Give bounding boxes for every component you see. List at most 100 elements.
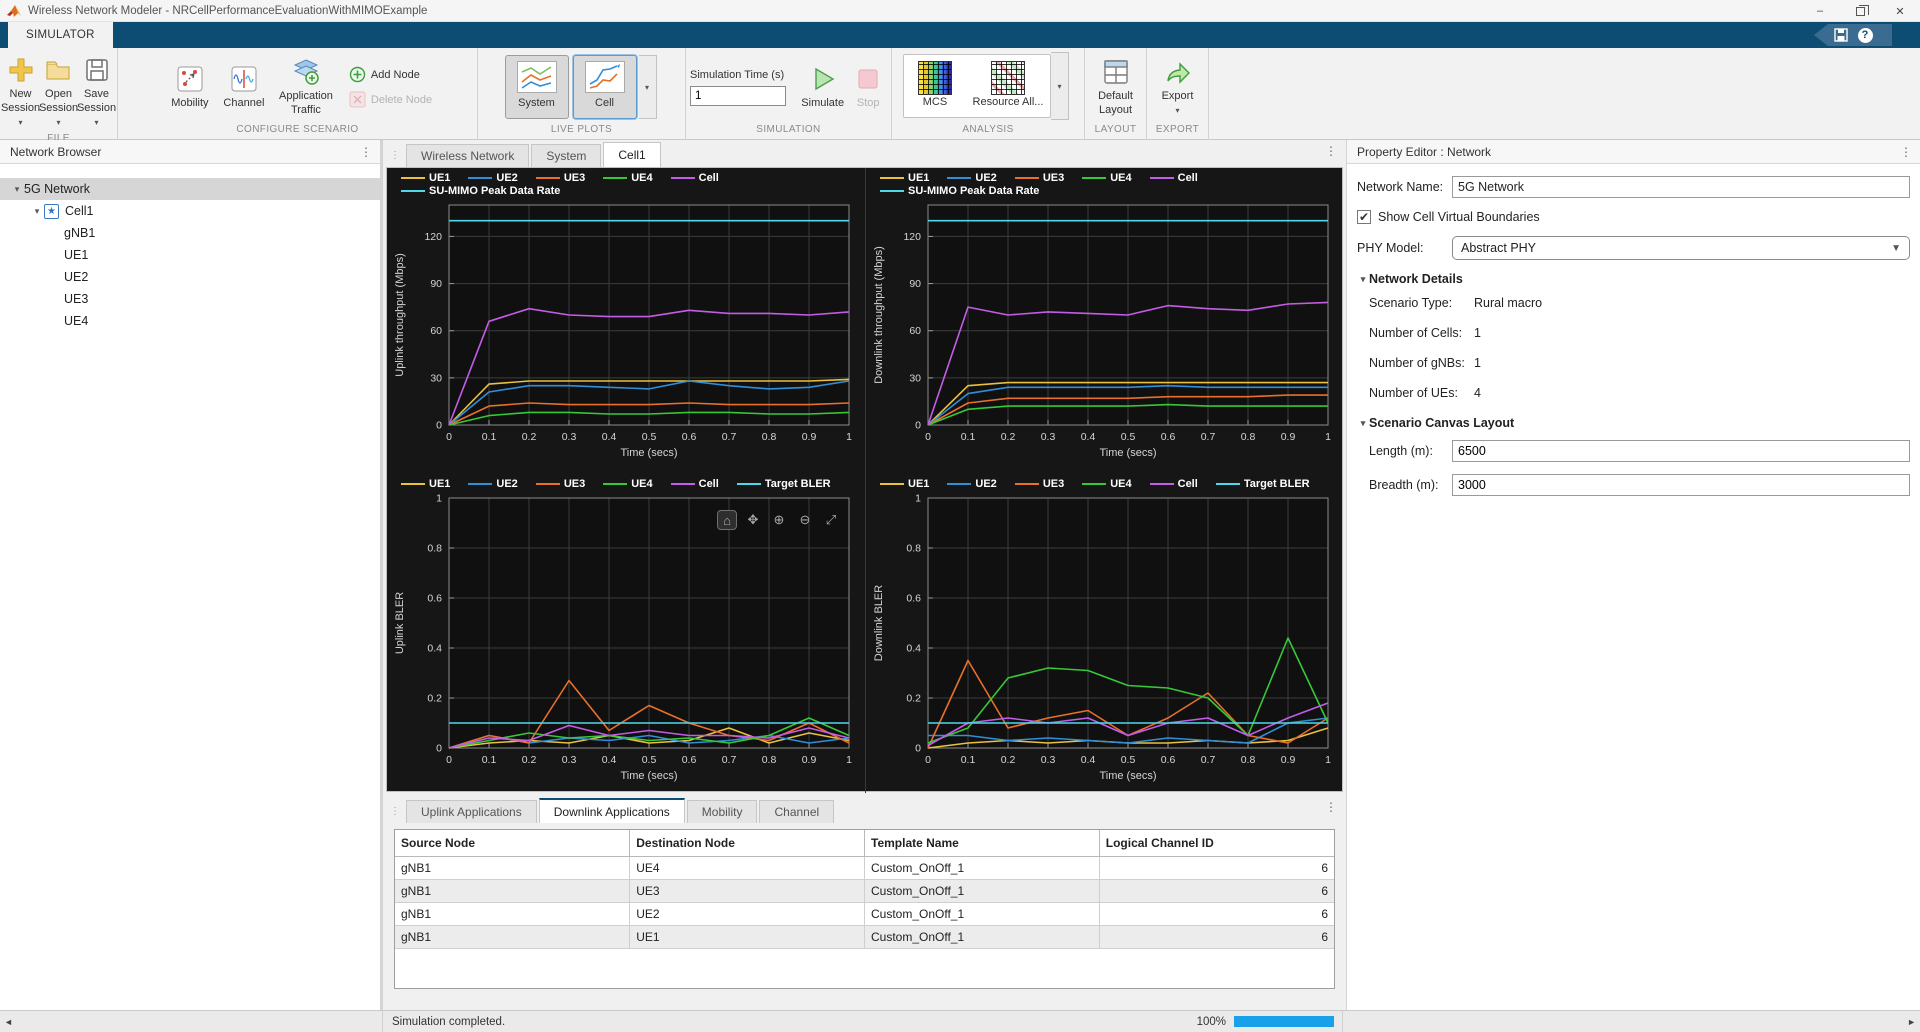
tab-system[interactable]: System	[531, 144, 602, 167]
application-tabs-options-icon[interactable]: ⋮	[1325, 800, 1337, 814]
tab-mobility[interactable]: Mobility	[686, 800, 758, 823]
plot-tabs-options-icon[interactable]: ⋮	[1325, 144, 1337, 158]
default-layout-button[interactable]: Default Layout	[1089, 52, 1142, 122]
pan-icon[interactable]: ✥	[747, 512, 759, 527]
scroll-left-icon[interactable]: ◄	[4, 1016, 13, 1027]
property-editor-options-icon[interactable]: ⋮	[1900, 144, 1912, 159]
svg-text:Downlink throughput (Mbps): Downlink throughput (Mbps)	[873, 246, 885, 384]
save-session-button[interactable]: Save Session ▾	[77, 50, 116, 133]
close-button[interactable]: ✕	[1895, 5, 1905, 18]
simulate-button[interactable]: Simulate	[796, 59, 849, 115]
expand-arrow-icon[interactable]: ▾	[34, 205, 40, 216]
legend-swatch	[603, 176, 628, 180]
open-session-button[interactable]: Open Session ▾	[39, 50, 78, 133]
resource-allocation-button[interactable]: Resource All...	[966, 58, 1050, 114]
property-editor-panel: Property Editor : Network ⋮ Network Name…	[1346, 140, 1920, 1010]
zoom-out-icon[interactable]: ⊖	[799, 512, 811, 527]
minimize-button[interactable]: –	[1816, 5, 1824, 17]
legend-label: UE1	[429, 172, 451, 184]
mcs-icon	[918, 61, 952, 96]
tree-item-ue3[interactable]: UE3	[0, 288, 380, 310]
restore-view-icon[interactable]: ⌂	[717, 510, 737, 530]
legend-label: UE2	[975, 478, 997, 490]
section-label-configure: CONFIGURE SCENARIO	[236, 124, 359, 135]
restore-button[interactable]	[1840, 0, 1880, 22]
phy-model-select[interactable]: Abstract PHY ▼	[1452, 236, 1910, 260]
network-browser-options-icon[interactable]: ⋮	[360, 144, 372, 159]
new-session-button[interactable]: New Session ▾	[1, 50, 40, 133]
add-node-icon	[349, 66, 366, 83]
scenario-canvas-title: Scenario Canvas Layout	[1369, 416, 1515, 430]
tab-wireless-network[interactable]: Wireless Network	[406, 144, 530, 167]
column-header-destination-node[interactable]: Destination Node	[629, 830, 865, 857]
tab-channel[interactable]: Channel	[759, 800, 835, 823]
drag-handle-icon[interactable]: ⋮	[390, 149, 400, 161]
svg-text:1: 1	[846, 754, 852, 766]
detail-label: Number of gNBs:	[1369, 356, 1465, 370]
tree-item-ue1[interactable]: UE1	[0, 244, 380, 266]
application-traffic-button[interactable]: Application Traffic	[271, 52, 341, 122]
tab-downlink-applications[interactable]: Downlink Applications	[538, 798, 685, 823]
detail-row-number-of-ues: Number of UEs: 4	[1369, 386, 1910, 400]
cell-plot-toggle[interactable]: Cell	[572, 55, 637, 119]
table-row[interactable]: gNB1 UE3 Custom_OnOff_1 6	[395, 878, 1334, 903]
table-row[interactable]: gNB1 UE2 Custom_OnOff_1 6	[395, 901, 1334, 926]
legend-item-ue4: UE4	[1082, 478, 1132, 490]
column-header-template-name[interactable]: Template Name	[864, 830, 1100, 857]
svg-text:0.9: 0.9	[802, 431, 817, 443]
svg-text:0.2: 0.2	[906, 693, 921, 705]
tree-item-gnb1[interactable]: gNB1	[0, 222, 380, 244]
svg-text:0.1: 0.1	[482, 754, 497, 766]
tab-simulator[interactable]: SIMULATOR	[8, 22, 113, 48]
live-plots-dropdown-button[interactable]: ▾	[638, 55, 657, 119]
mcs-button[interactable]: MCS	[904, 58, 966, 114]
tree-item-cell1[interactable]: ▾ ★ Cell1	[0, 200, 380, 222]
status-message: Simulation completed.	[392, 1015, 506, 1028]
simulation-time-input[interactable]	[690, 85, 786, 106]
help-icon[interactable]: ?	[1857, 27, 1873, 43]
show-cell-boundaries-checkbox[interactable]: ✔	[1357, 210, 1371, 224]
svg-text:Time (secs): Time (secs)	[1099, 770, 1156, 782]
tab-cell1[interactable]: Cell1	[603, 142, 661, 167]
tree-item-5g-network[interactable]: ▾ 5G Network	[0, 178, 380, 200]
legend-swatch	[670, 482, 695, 486]
zoom-in-icon[interactable]: ⊕	[773, 512, 785, 527]
legend-item-ue4: UE4	[603, 172, 653, 184]
svg-text:0.4: 0.4	[906, 643, 921, 655]
legend-item-ue2: UE2	[468, 172, 518, 184]
tree-item-label: UE3	[64, 292, 89, 306]
tree-item-label: UE4	[64, 314, 89, 328]
legend-swatch	[880, 189, 904, 193]
analysis-dropdown-button[interactable]: ▾	[1051, 52, 1069, 120]
network-details-section-header[interactable]: ▾ Network Details	[1357, 272, 1910, 286]
scenario-canvas-section-header[interactable]: ▾ Scenario Canvas Layout	[1357, 416, 1910, 430]
save-icon[interactable]	[1833, 28, 1848, 42]
system-plot-toggle[interactable]: System	[504, 55, 569, 119]
mobility-button[interactable]: Mobility	[163, 59, 217, 115]
legend-swatch	[401, 176, 425, 180]
section-simulation: Simulation Time (s) Simulate Stop SIMULA…	[686, 48, 892, 140]
detail-value: Rural macro	[1474, 296, 1543, 310]
tree-item-ue2[interactable]: UE2	[0, 266, 380, 288]
ribbon-toolbar: New Session ▾ Open Session ▾ Save Sessio…	[0, 48, 1920, 144]
table-row[interactable]: gNB1 UE1 Custom_OnOff_1 6	[395, 924, 1334, 949]
add-node-button[interactable]: Add Node	[349, 66, 432, 83]
legend-swatch	[947, 176, 972, 180]
channel-button[interactable]: Channel	[217, 59, 271, 115]
column-header-logical-channel-id[interactable]: Logical Channel ID	[1098, 830, 1334, 857]
network-name-input[interactable]	[1452, 176, 1910, 198]
svg-text:0.2: 0.2	[522, 431, 537, 443]
drag-handle-icon[interactable]: ⋮	[390, 805, 400, 817]
table-row[interactable]: gNB1 UE4 Custom_OnOff_1 6	[395, 855, 1334, 880]
column-header-source-node[interactable]: Source Node	[395, 830, 631, 857]
export-button[interactable]: Export ▾	[1152, 52, 1204, 122]
expand-arrow-icon[interactable]: ▾	[14, 183, 20, 194]
canvas-field-input[interactable]	[1452, 474, 1910, 496]
canvas-field-input[interactable]	[1452, 440, 1910, 462]
tree-item-ue4[interactable]: UE4	[0, 310, 380, 332]
svg-text:0.4: 0.4	[602, 754, 617, 766]
tab-uplink-applications[interactable]: Uplink Applications	[406, 800, 537, 823]
fit-plot-icon[interactable]: ⤢	[825, 512, 837, 527]
table-cell: Custom_OnOff_1	[864, 878, 1100, 903]
scroll-right-icon[interactable]: ►	[1907, 1016, 1916, 1027]
